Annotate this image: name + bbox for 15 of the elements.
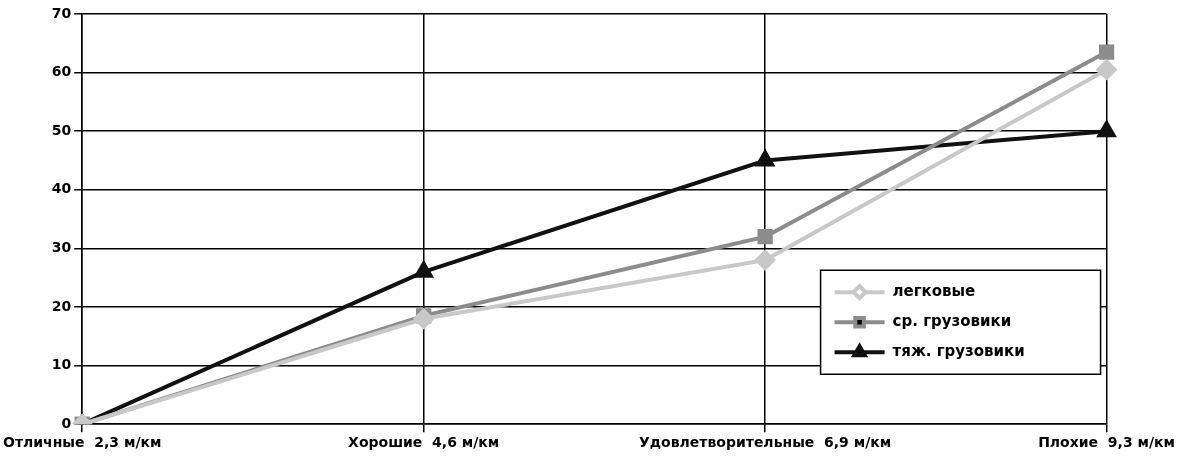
y-tick-label: 70	[51, 4, 72, 21]
y-tick-label: 60	[51, 63, 72, 80]
y-tick-label: 50	[51, 121, 72, 138]
x-tick-label: Плохие 9,3 м/км	[1038, 434, 1176, 451]
y-tick-label: 40	[51, 180, 72, 197]
y-tick-label: 30	[51, 239, 72, 256]
legend-label: ср. грузовики	[892, 312, 1012, 331]
y-tick-label: 10	[51, 356, 72, 373]
y-tick-label: 0	[61, 414, 72, 431]
y-tick-label: 20	[51, 297, 72, 314]
legend-label: тяж. грузовики	[892, 342, 1025, 361]
x-tick-label: Хорошие 4,6 м/км	[348, 434, 500, 451]
x-tick-label: Удовлетворительные 6,9 м/км	[639, 434, 892, 451]
legend-label: легковые	[892, 282, 976, 301]
x-tick-label: Отличные 2,3 м/км	[3, 434, 162, 451]
